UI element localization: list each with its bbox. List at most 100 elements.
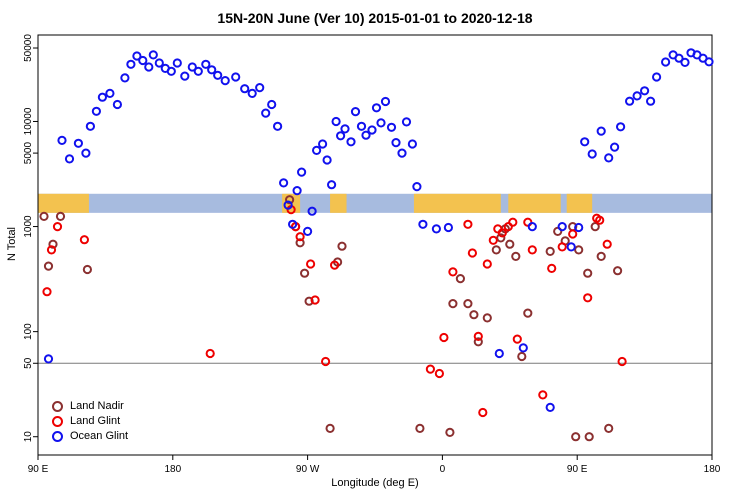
data-point-land-glint bbox=[488, 235, 498, 245]
data-point-ocean-glint bbox=[356, 121, 367, 131]
legend: Land Nadir Land Glint Ocean Glint bbox=[52, 399, 128, 444]
y-tick-label: 50000 bbox=[23, 34, 34, 62]
data-point-land-glint bbox=[463, 219, 473, 229]
data-point-land-nadir bbox=[584, 432, 594, 442]
data-point-ocean-glint bbox=[340, 124, 350, 134]
data-point-land-glint bbox=[583, 293, 593, 303]
data-point-land-nadir bbox=[523, 308, 533, 318]
data-point-land-glint bbox=[310, 295, 320, 305]
data-point-land-nadir bbox=[583, 268, 593, 278]
data-point-land-nadir bbox=[473, 337, 483, 347]
data-point-land-nadir bbox=[596, 251, 606, 261]
data-point-land-nadir bbox=[604, 423, 614, 433]
data-point-ocean-glint bbox=[97, 92, 108, 102]
data-point-land-nadir bbox=[491, 245, 501, 255]
data-point-ocean-glint bbox=[604, 153, 614, 163]
data-point-ocean-glint bbox=[220, 76, 230, 86]
data-point-ocean-glint bbox=[652, 72, 662, 82]
data-point-ocean-glint bbox=[412, 182, 422, 192]
data-point-land-glint bbox=[79, 235, 90, 245]
data-point-land-glint bbox=[306, 259, 316, 269]
data-point-ocean-glint bbox=[418, 219, 428, 229]
data-point-ocean-glint bbox=[376, 118, 386, 128]
data-point-ocean-glint bbox=[367, 125, 377, 135]
data-point-land-nadir bbox=[448, 299, 458, 309]
data-point-ocean-glint bbox=[73, 138, 84, 148]
data-point-ocean-glint bbox=[545, 402, 555, 412]
data-point-ocean-glint bbox=[247, 88, 257, 99]
data-point-land-nadir bbox=[574, 245, 584, 255]
data-point-ocean-glint bbox=[81, 148, 91, 158]
data-point-land-nadir bbox=[511, 251, 521, 261]
data-point-ocean-glint bbox=[587, 149, 597, 159]
data-point-land-nadir bbox=[304, 296, 314, 306]
data-point-land-nadir bbox=[482, 313, 492, 323]
data-point-land-glint bbox=[557, 242, 567, 252]
y-tick-label: 100 bbox=[23, 323, 34, 340]
x-tick-label: 180 bbox=[704, 464, 721, 475]
data-point-ocean-glint bbox=[288, 219, 298, 229]
data-point-ocean-glint bbox=[240, 84, 250, 94]
data-point-land-nadir bbox=[82, 264, 93, 275]
data-point-ocean-glint bbox=[91, 106, 102, 116]
land-nadir-marker-icon bbox=[52, 401, 63, 412]
land-glint-marker-icon bbox=[52, 416, 63, 427]
data-point-land-glint bbox=[425, 364, 435, 374]
legend-label: Land Glint bbox=[70, 415, 121, 427]
data-point-ocean-glint bbox=[625, 96, 635, 106]
data-point-ocean-glint bbox=[610, 142, 620, 152]
data-point-ocean-glint bbox=[391, 138, 401, 148]
data-point-land-glint bbox=[46, 245, 57, 255]
data-point-ocean-glint bbox=[661, 57, 671, 67]
data-point-land-nadir bbox=[285, 195, 295, 205]
data-point-land-glint bbox=[439, 332, 449, 343]
data-point-ocean-glint bbox=[518, 343, 528, 353]
data-point-ocean-glint bbox=[273, 121, 283, 131]
data-point-ocean-glint bbox=[138, 55, 148, 66]
data-point-ocean-glint bbox=[371, 103, 382, 113]
data-point-ocean-glint bbox=[336, 131, 346, 141]
x-axis-label: Longitude (deg E) bbox=[331, 477, 419, 489]
data-point-ocean-glint bbox=[704, 57, 714, 67]
chart-title: 15N-20N June (Ver 10) 2015-01-01 to 2020… bbox=[217, 10, 533, 26]
data-point-land-glint bbox=[467, 248, 477, 258]
data-point-land-nadir bbox=[445, 427, 455, 437]
data-point-ocean-glint bbox=[574, 222, 584, 233]
data-point-land-nadir bbox=[571, 432, 581, 442]
x-tick-label: 0 bbox=[440, 464, 446, 475]
data-point-ocean-glint bbox=[193, 66, 203, 76]
legend-item-land-glint: Land Glint bbox=[52, 414, 128, 429]
data-point-land-nadir bbox=[48, 239, 58, 249]
land-band-segment bbox=[38, 193, 89, 213]
data-point-ocean-glint bbox=[331, 116, 341, 127]
data-point-ocean-glint bbox=[646, 96, 656, 106]
data-point-ocean-glint bbox=[580, 137, 590, 147]
data-point-ocean-glint bbox=[85, 121, 96, 131]
y-tick-label: 50 bbox=[23, 357, 34, 369]
data-point-ocean-glint bbox=[380, 96, 391, 107]
data-point-ocean-glint bbox=[307, 206, 317, 216]
data-point-land-nadir bbox=[55, 211, 66, 221]
data-point-land-nadir bbox=[469, 310, 479, 320]
data-point-ocean-glint bbox=[303, 226, 313, 236]
data-point-land-glint bbox=[478, 407, 488, 418]
data-point-land-glint bbox=[321, 356, 331, 367]
data-point-land-glint bbox=[205, 348, 215, 359]
data-point-land-glint bbox=[482, 259, 492, 269]
data-point-land-nadir bbox=[295, 238, 305, 248]
data-point-ocean-glint bbox=[213, 70, 223, 80]
data-point-ocean-glint bbox=[231, 72, 241, 82]
data-point-land-nadir bbox=[325, 423, 335, 433]
data-point-land-nadir bbox=[517, 351, 527, 362]
data-point-ocean-glint bbox=[494, 348, 504, 359]
data-point-land-glint bbox=[595, 215, 605, 225]
data-point-ocean-glint bbox=[327, 180, 337, 190]
data-point-ocean-glint bbox=[43, 354, 54, 364]
x-tick-label: 180 bbox=[164, 464, 181, 475]
data-point-ocean-glint bbox=[596, 126, 606, 136]
data-point-ocean-glint bbox=[283, 200, 293, 210]
data-point-ocean-glint bbox=[279, 178, 289, 188]
data-point-ocean-glint bbox=[148, 50, 158, 60]
